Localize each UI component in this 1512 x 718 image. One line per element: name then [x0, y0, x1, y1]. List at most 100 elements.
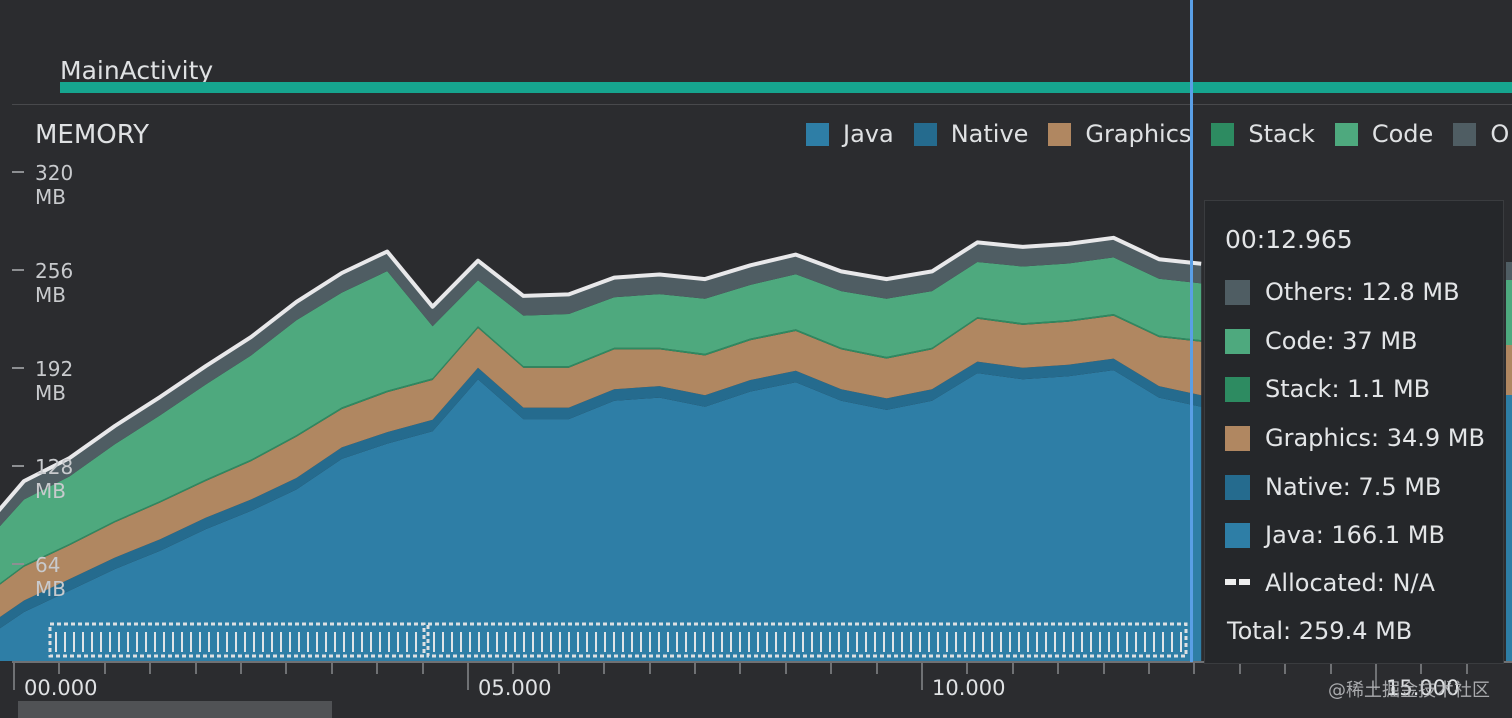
- y-label-256: 256 MB: [35, 259, 74, 307]
- event-track: [48, 622, 1188, 658]
- x-label-5: 05.000: [478, 676, 552, 700]
- area-graphics: [0, 315, 1202, 618]
- y-tick-192: [12, 367, 24, 369]
- x-tick: [739, 662, 742, 674]
- area-edge: [1506, 262, 1512, 280]
- x-tick: [966, 662, 969, 674]
- x-label-10: 10.000: [932, 676, 1006, 700]
- area-java: [0, 370, 1202, 661]
- legend-swatch-code: [1334, 122, 1358, 146]
- x-tick: [512, 662, 515, 674]
- x-tick: [330, 662, 333, 674]
- x-tick: [603, 662, 606, 674]
- tooltip-label-stack: Stack: 1.1 MB: [1265, 375, 1431, 403]
- x-tick: [1238, 662, 1241, 674]
- y-label-192: 192 MB: [35, 357, 74, 405]
- x-tick: [1102, 662, 1105, 674]
- x-label-15: 15.000: [1386, 676, 1460, 700]
- tooltip-swatch-java: [1225, 522, 1250, 548]
- x-tick: [1465, 662, 1468, 674]
- watermark: @稀土掘金技术社区: [1328, 680, 1490, 701]
- activity-bar[interactable]: [60, 82, 1512, 93]
- y-tick-128: [12, 465, 24, 467]
- total-line: [0, 235, 1202, 513]
- y-tick-256: [12, 269, 24, 271]
- area-edge: [1506, 395, 1512, 662]
- tooltip-swatch-others: [1225, 279, 1250, 305]
- tooltip-row-graphics: Graphics: 34.9 MB: [1225, 424, 1485, 452]
- x-tick: [421, 662, 424, 674]
- x-axis: [12, 661, 1512, 663]
- tooltip-row-native: Native: 7.5 MB: [1225, 473, 1441, 501]
- legend-item-native[interactable]: Native: [913, 120, 1029, 148]
- x-tick: [1193, 662, 1196, 674]
- legend-label-code: Code: [1371, 120, 1434, 148]
- x-tick: [648, 662, 651, 674]
- legend-item-stack[interactable]: Stack: [1211, 120, 1315, 148]
- area-code: [0, 257, 1202, 584]
- timeline-cursor[interactable]: [1190, 0, 1193, 662]
- area-edge: [1506, 345, 1512, 395]
- legend-item-others[interactable]: O: [1453, 120, 1509, 148]
- legend-swatch-native: [913, 122, 937, 146]
- legend-swatch-others: [1453, 122, 1477, 146]
- legend-label-java: Java: [843, 120, 894, 148]
- x-tick: [240, 662, 242, 674]
- tooltip-row-code: Code: 37 MB: [1225, 327, 1418, 355]
- x-tick: [376, 662, 379, 674]
- memory-title: MEMORY: [35, 120, 150, 150]
- area-others: [0, 237, 1202, 527]
- x-tick: [830, 662, 833, 674]
- tooltip-label-code: Code: 37 MB: [1265, 327, 1418, 355]
- x-tick: [103, 662, 106, 674]
- tooltip-label-graphics: Graphics: 34.9 MB: [1265, 424, 1485, 452]
- timeline-scrollbar-thumb[interactable]: [18, 701, 332, 718]
- x-tick: [875, 662, 878, 674]
- legend-item-code[interactable]: Code: [1334, 120, 1434, 148]
- y-tick-64: [12, 563, 24, 565]
- x-tick: [194, 662, 197, 674]
- tooltip-row-others: Others: 12.8 MB: [1225, 278, 1460, 306]
- dashed-line-icon: [1225, 579, 1250, 587]
- legend-label-native: Native: [950, 120, 1029, 148]
- y-tick-320: [12, 171, 24, 173]
- legend-label-graphics: Graphics: [1085, 120, 1192, 148]
- x-tick: [149, 662, 152, 674]
- memory-tooltip: 00:12.965 Others: 12.8 MB Code: 37 MB St…: [1204, 200, 1504, 664]
- tooltip-swatch-code: [1225, 328, 1250, 354]
- y-label-128: 128 MB: [35, 455, 74, 503]
- tooltip-time: 00:12.965: [1225, 225, 1353, 254]
- x-tick: [1148, 662, 1150, 674]
- x-tick: [694, 662, 696, 674]
- x-tick: [1329, 662, 1332, 674]
- x-tick: [1284, 662, 1287, 674]
- legend: Java Native Graphics Stack Code O: [806, 119, 1512, 149]
- x-tick: [13, 662, 15, 690]
- tooltip-label-native: Native: 7.5 MB: [1265, 473, 1442, 501]
- tooltip-row-java: Java: 166.1 MB: [1225, 521, 1445, 549]
- divider: [12, 104, 1512, 105]
- legend-swatch-stack: [1211, 122, 1235, 146]
- tooltip-row-allocated: Allocated: N/A: [1225, 569, 1435, 597]
- y-label-64: 64 MB: [35, 553, 66, 601]
- event-marker-group: [426, 622, 1188, 658]
- x-tick: [58, 662, 61, 674]
- legend-swatch-graphics: [1048, 122, 1072, 146]
- tooltip-swatch-stack: [1225, 376, 1250, 402]
- legend-label-stack: Stack: [1248, 120, 1315, 148]
- tooltip-label-java: Java: 166.1 MB: [1265, 521, 1445, 549]
- legend-label-others: O: [1490, 120, 1510, 148]
- x-tick: [1011, 662, 1014, 674]
- activity-label: MainActivity: [60, 56, 214, 85]
- tooltip-swatch-graphics: [1225, 425, 1250, 451]
- x-tick: [467, 662, 469, 690]
- legend-item-java[interactable]: Java: [806, 120, 894, 148]
- x-tick: [1420, 662, 1423, 674]
- x-tick: [557, 662, 560, 674]
- tooltip-total: Total: 259.4 MB: [1227, 617, 1413, 645]
- legend-item-graphics[interactable]: Graphics: [1048, 120, 1191, 148]
- area-edge: [1506, 280, 1512, 345]
- x-tick: [1375, 662, 1377, 690]
- x-tick: [1057, 662, 1060, 674]
